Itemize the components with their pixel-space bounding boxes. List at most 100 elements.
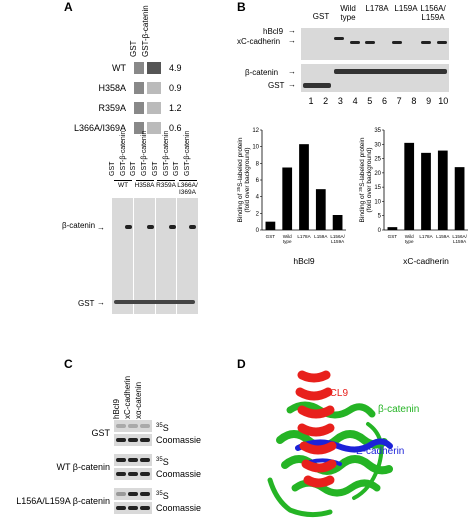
panel-a-row-value: 4.9 (169, 63, 182, 73)
panel-a-marker-gst: GST (78, 299, 95, 308)
panel-a-header-gst-beta-catenin: GST-β-catenin (141, 5, 150, 57)
panel-b-label: B (237, 0, 246, 14)
beta-catenin-loop (352, 422, 384, 500)
chart-bar (387, 227, 398, 230)
panel-c-row-name: L156A/L159A β-catenin (16, 496, 110, 506)
panel-b-gel-header: Wild type (340, 4, 356, 22)
panel-c-blot-strip (114, 434, 152, 446)
arrow-right-icon: → (97, 298, 105, 307)
panel-a-row-name: L366A/I369A (73, 123, 126, 133)
chart-y-tick-label: 35 (374, 128, 381, 134)
chart-x-tick-label: L156A/L159A (452, 234, 467, 244)
panel-b-label-xc-cadherin: xC-cadherin (237, 37, 281, 46)
panel-b-lane-number: 1 (308, 96, 314, 106)
panel-a-gel (112, 198, 198, 314)
panel-c-blot-strip (114, 420, 152, 432)
chart-x-tick-label: Wild type (405, 234, 414, 244)
panel-b-lane-number: 8 (411, 96, 417, 106)
panel-b-lane-number: 9 (426, 96, 432, 106)
chart-bar (332, 215, 343, 230)
panel-b-label-hbcl9: hBcl9 (263, 27, 284, 36)
panel-a-row-name: H358A (98, 83, 126, 93)
panel-a-lane-header: GST-β-catenin (183, 130, 191, 176)
panel-a-lane-header: GST-β-catenin (162, 130, 170, 176)
panel-b-gel-header: L159A (394, 4, 418, 13)
chart-bar (282, 167, 293, 230)
panel-c-band-label: 35S (156, 491, 169, 501)
panel-a-header-gst: GST (129, 40, 138, 57)
panel-a-strip-gst-beta-catenin (147, 62, 161, 74)
chart-x-tick-label: L159A (314, 234, 328, 239)
panel-a-group-bracket (114, 180, 132, 181)
chart-bar (315, 189, 326, 230)
panel-a-lane-header: GST-β-catenin (141, 130, 149, 176)
panel-c-band-label: 35S (156, 423, 169, 433)
chart-x-tick-label: L156A/L159A (330, 234, 345, 244)
panel-b-lane-number: 2 (323, 96, 329, 106)
panel-c-column-header: hBcl9 (112, 398, 121, 419)
chart-x-tick-label: L178A (419, 234, 433, 239)
panel-a-group-bracket (135, 180, 154, 181)
panel-a-group-label: H358A (134, 182, 155, 189)
panel-a-strip-gst-beta-catenin (147, 102, 161, 114)
chart-x-tick-label: GST (388, 234, 398, 239)
chart-y-tick-label: 10 (374, 199, 381, 205)
panel-a-lane-header: GST (151, 161, 159, 176)
panel-a-strip-gst (134, 122, 144, 134)
chart-bar (265, 221, 276, 230)
chart-x-tick-label: GST (266, 234, 276, 239)
panel-b-lane-number: 6 (381, 96, 387, 106)
chart-y-tick-label: 10 (252, 145, 259, 151)
chart-bar (299, 144, 309, 230)
chart-y-tick-label: 30 (374, 142, 381, 148)
chart-title: hBcl9 (293, 256, 315, 266)
chart-y-tick-label: 0 (256, 228, 260, 234)
xc-cadherin-bar-chart: Binding of 35S-labeled protein(fold over… (358, 128, 468, 266)
arrow-right-icon: → (97, 223, 105, 232)
chart-y-tick-label: 8 (256, 161, 260, 167)
panel-c-row-name: GST (91, 428, 110, 438)
panel-b-gel-header: GST (312, 12, 330, 21)
panel-a-lane-header: GST (130, 161, 138, 176)
panel-a-row-name: R359A (98, 103, 126, 113)
chart-x-tick-label: L178A (297, 234, 311, 239)
chart-bar (421, 152, 431, 230)
panel-b-lane-number: 10 (438, 96, 449, 106)
chart-x-tick-label: Wild type (283, 234, 292, 244)
chart-bar (454, 167, 465, 230)
panel-b-gel-header: L178A (365, 4, 389, 13)
chart-y-tick-label: 0 (378, 228, 382, 234)
panel-c-label: C (64, 357, 73, 371)
panel-a-strip-gst (134, 62, 144, 74)
panel-c-band-label: Coomassie (156, 435, 202, 445)
panel-b-label-gst: GST (268, 81, 285, 90)
panel-b-lane-number: 7 (396, 96, 402, 106)
panel-c-column-header: xα-catenin (134, 381, 143, 419)
chart-y-tick-label: 12 (252, 128, 259, 134)
label-beta-catenin: β-catenin (378, 404, 420, 415)
panel-a-group-label: L366A/ I369A (177, 182, 198, 196)
panel-a-row-value: 1.2 (169, 103, 182, 113)
panel-a-row-value: 0.6 (169, 123, 182, 133)
hbcl9-bar-chart: Binding of 35S-labeled protein(fold over… (236, 128, 346, 266)
beta-catenin-loop (267, 477, 333, 518)
arrow-right-icon: → (288, 80, 296, 89)
panel-b-lane-number: 3 (337, 96, 343, 106)
panel-a-label: A (64, 0, 73, 14)
chart-y-tick-label: 6 (256, 178, 260, 184)
panel-c-band-label: 35S (156, 457, 169, 467)
panel-a-group-bracket (157, 180, 175, 181)
chart-x-tick-label: L159A (436, 234, 450, 239)
arrow-right-icon: → (288, 26, 296, 35)
chart-y-tick-label: 5 (378, 214, 382, 220)
chart-y-tick-label: 4 (256, 195, 260, 201)
panel-a-row-value: 0.9 (169, 83, 182, 93)
label-bcl9: BCL9 (323, 388, 349, 399)
chart-bar (437, 150, 448, 230)
bcl9-helix (295, 370, 337, 488)
protein-structure (267, 370, 393, 518)
e-cadherin-strand (308, 458, 342, 466)
panel-c-blot-strip (114, 488, 152, 500)
chart-bar (404, 142, 415, 230)
panel-b-gel-top (301, 28, 449, 60)
